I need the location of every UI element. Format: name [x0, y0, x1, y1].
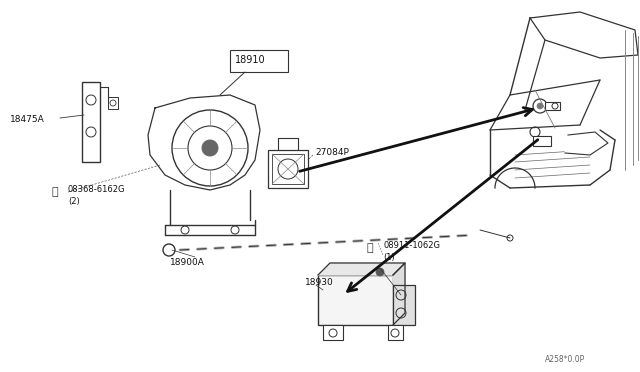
Polygon shape — [565, 132, 608, 155]
Text: Ⓢ: Ⓢ — [52, 187, 58, 197]
Polygon shape — [318, 263, 405, 275]
Text: 18930: 18930 — [305, 278, 333, 287]
Polygon shape — [393, 263, 405, 325]
Text: 08911-1062G: 08911-1062G — [383, 241, 440, 250]
Bar — [82, 82, 100, 162]
Bar — [230, 50, 288, 72]
Text: (2): (2) — [68, 197, 80, 206]
Polygon shape — [530, 12, 638, 58]
Circle shape — [376, 268, 384, 276]
Bar — [388, 325, 403, 340]
Circle shape — [537, 103, 543, 109]
Polygon shape — [148, 95, 260, 190]
Text: A258*0.0P: A258*0.0P — [545, 355, 585, 364]
Text: Ⓝ: Ⓝ — [367, 243, 373, 253]
Text: (1): (1) — [383, 253, 395, 262]
Text: 08368-6162G: 08368-6162G — [68, 185, 125, 194]
Text: 27084P: 27084P — [315, 148, 349, 157]
Bar — [108, 97, 118, 109]
Bar — [268, 150, 308, 188]
Text: 18475A: 18475A — [10, 115, 45, 124]
Bar — [393, 285, 415, 325]
Bar — [545, 102, 560, 110]
Bar — [533, 136, 551, 146]
Bar — [272, 154, 304, 184]
Circle shape — [202, 140, 218, 156]
Bar — [323, 325, 343, 340]
Bar — [318, 275, 393, 325]
Text: 18910: 18910 — [235, 55, 266, 65]
Text: 18900A: 18900A — [170, 258, 205, 267]
